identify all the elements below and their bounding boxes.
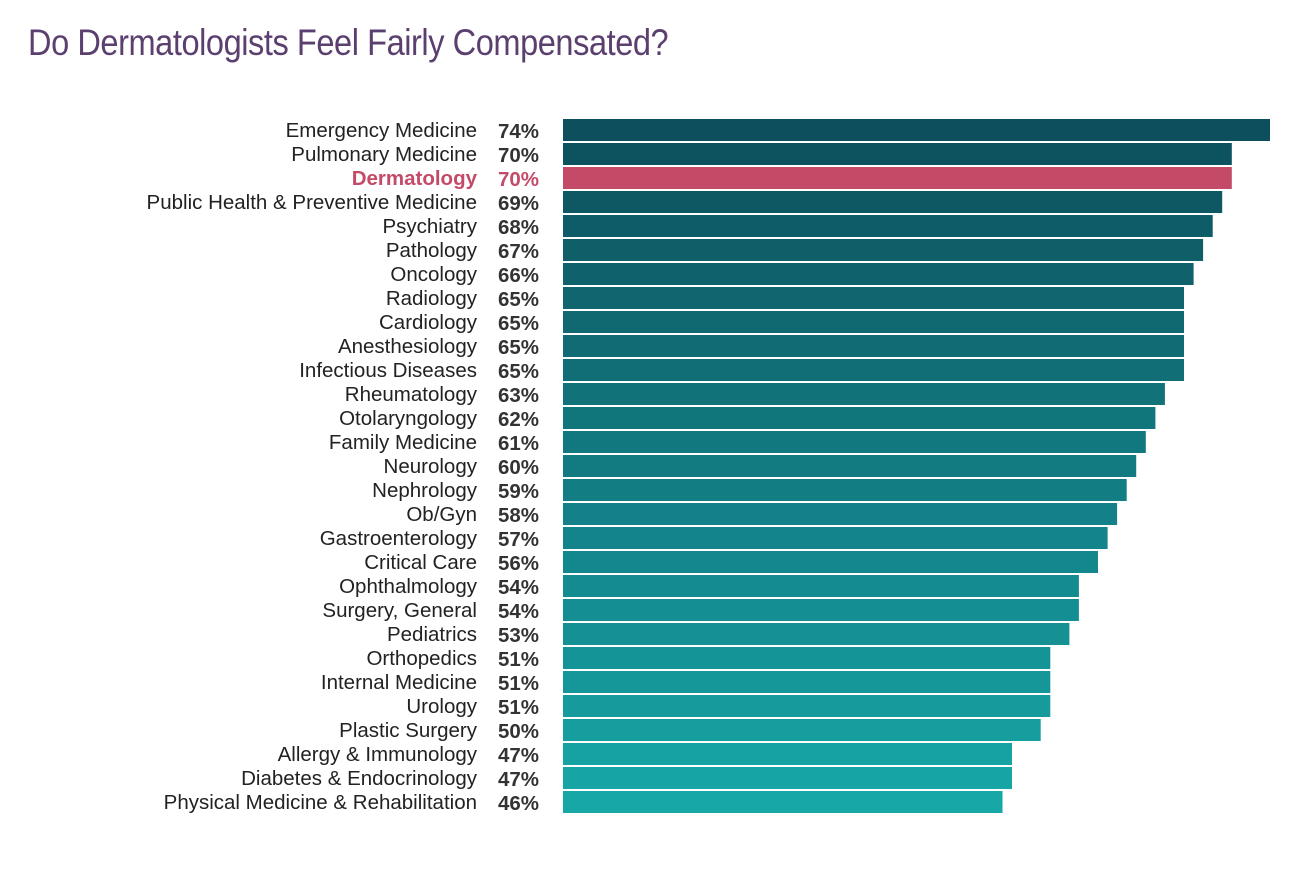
bar-orthopedics <box>563 647 1051 669</box>
value-label-internal-medicine: 51% <box>498 672 539 695</box>
category-label-family-medicine: Family Medicine <box>329 431 477 454</box>
bar-nephrology <box>563 479 1127 501</box>
category-label-allergy-immunology: Allergy & Immunology <box>278 743 478 766</box>
bar-family-medicine <box>563 431 1146 453</box>
category-label-plastic-surgery: Plastic Surgery <box>339 719 478 742</box>
category-label-internal-medicine: Internal Medicine <box>321 671 477 694</box>
category-label-public-health-preventive-medicine: Public Health & Preventive Medicine <box>147 191 477 214</box>
bar-oncology <box>563 263 1194 285</box>
value-label-psychiatry: 68% <box>498 216 539 239</box>
value-label-allergy-immunology: 47% <box>498 744 539 767</box>
category-label-ob-gyn: Ob/Gyn <box>406 503 477 526</box>
value-label-rheumatology: 63% <box>498 384 539 407</box>
bar-rheumatology <box>563 383 1165 405</box>
category-label-dermatology: Dermatology <box>352 167 478 190</box>
category-label-surgery-general: Surgery, General <box>322 599 477 622</box>
category-label-neurology: Neurology <box>384 455 478 478</box>
value-label-oncology: 66% <box>498 264 539 287</box>
value-label-radiology: 65% <box>498 288 539 311</box>
bar-ophthalmology <box>563 575 1079 597</box>
bar-plastic-surgery <box>563 719 1041 741</box>
category-label-orthopedics: Orthopedics <box>366 647 477 670</box>
bar-public-health-preventive-medicine <box>563 191 1223 213</box>
value-label-diabetes-endocrinology: 47% <box>498 768 539 791</box>
bar-physical-medicine-rehabilitation <box>563 791 1003 813</box>
value-label-nephrology: 59% <box>498 480 539 503</box>
category-label-emergency-medicine: Emergency Medicine <box>286 119 477 142</box>
bar-pediatrics <box>563 623 1070 645</box>
bar-gastroenterology <box>563 527 1108 549</box>
category-label-pediatrics: Pediatrics <box>387 623 477 646</box>
category-label-gastroenterology: Gastroenterology <box>320 527 478 550</box>
bar-psychiatry <box>563 215 1213 237</box>
value-label-emergency-medicine: 74% <box>498 120 539 143</box>
category-label-pathology: Pathology <box>386 239 478 262</box>
value-label-critical-care: 56% <box>498 552 539 575</box>
category-label-radiology: Radiology <box>386 287 478 310</box>
category-label-urology: Urology <box>406 695 477 718</box>
chart-title: Do Dermatologists Feel Fairly Compensate… <box>28 22 669 63</box>
category-label-diabetes-endocrinology: Diabetes & Endocrinology <box>241 767 478 790</box>
bar-pathology <box>563 239 1204 261</box>
bar-diabetes-endocrinology <box>563 767 1012 789</box>
bar-urology <box>563 695 1051 717</box>
category-label-pulmonary-medicine: Pulmonary Medicine <box>291 143 477 166</box>
bars-group <box>563 119 1270 813</box>
value-label-anesthesiology: 65% <box>498 336 539 359</box>
bar-emergency-medicine <box>563 119 1270 141</box>
value-labels-group: 74%70%70%69%68%67%66%65%65%65%65%63%62%6… <box>498 120 539 815</box>
category-label-nephrology: Nephrology <box>372 479 478 502</box>
bar-ob-gyn <box>563 503 1118 525</box>
category-label-oncology: Oncology <box>390 263 477 286</box>
bar-anesthesiology <box>563 335 1184 357</box>
value-label-neurology: 60% <box>498 456 539 479</box>
bar-surgery-general <box>563 599 1079 621</box>
bar-dermatology <box>563 167 1232 189</box>
category-label-ophthalmology: Ophthalmology <box>339 575 478 598</box>
value-label-pathology: 67% <box>498 240 539 263</box>
value-label-pulmonary-medicine: 70% <box>498 144 539 167</box>
value-label-family-medicine: 61% <box>498 432 539 455</box>
value-label-plastic-surgery: 50% <box>498 720 539 743</box>
category-label-cardiology: Cardiology <box>379 311 478 334</box>
value-label-urology: 51% <box>498 696 539 719</box>
value-label-physical-medicine-rehabilitation: 46% <box>498 792 539 815</box>
bar-neurology <box>563 455 1137 477</box>
value-label-infectious-diseases: 65% <box>498 360 539 383</box>
value-label-ophthalmology: 54% <box>498 576 539 599</box>
bar-allergy-immunology <box>563 743 1012 765</box>
bar-otolaryngology <box>563 407 1156 429</box>
category-label-otolaryngology: Otolaryngology <box>339 407 478 430</box>
bar-critical-care <box>563 551 1098 573</box>
value-label-gastroenterology: 57% <box>498 528 539 551</box>
value-label-public-health-preventive-medicine: 69% <box>498 192 539 215</box>
category-label-rheumatology: Rheumatology <box>345 383 478 406</box>
category-label-psychiatry: Psychiatry <box>382 215 477 238</box>
category-label-physical-medicine-rehabilitation: Physical Medicine & Rehabilitation <box>164 791 477 814</box>
value-label-otolaryngology: 62% <box>498 408 539 431</box>
value-label-surgery-general: 54% <box>498 600 539 623</box>
value-label-pediatrics: 53% <box>498 624 539 647</box>
value-label-dermatology: 70% <box>498 168 539 191</box>
bar-infectious-diseases <box>563 359 1184 381</box>
category-label-infectious-diseases: Infectious Diseases <box>299 359 477 382</box>
bar-cardiology <box>563 311 1184 333</box>
bar-pulmonary-medicine <box>563 143 1232 165</box>
value-label-cardiology: 65% <box>498 312 539 335</box>
value-label-orthopedics: 51% <box>498 648 539 671</box>
bar-internal-medicine <box>563 671 1051 693</box>
value-label-ob-gyn: 58% <box>498 504 539 527</box>
bar-radiology <box>563 287 1184 309</box>
category-label-anesthesiology: Anesthesiology <box>338 335 478 358</box>
category-label-critical-care: Critical Care <box>364 551 477 574</box>
